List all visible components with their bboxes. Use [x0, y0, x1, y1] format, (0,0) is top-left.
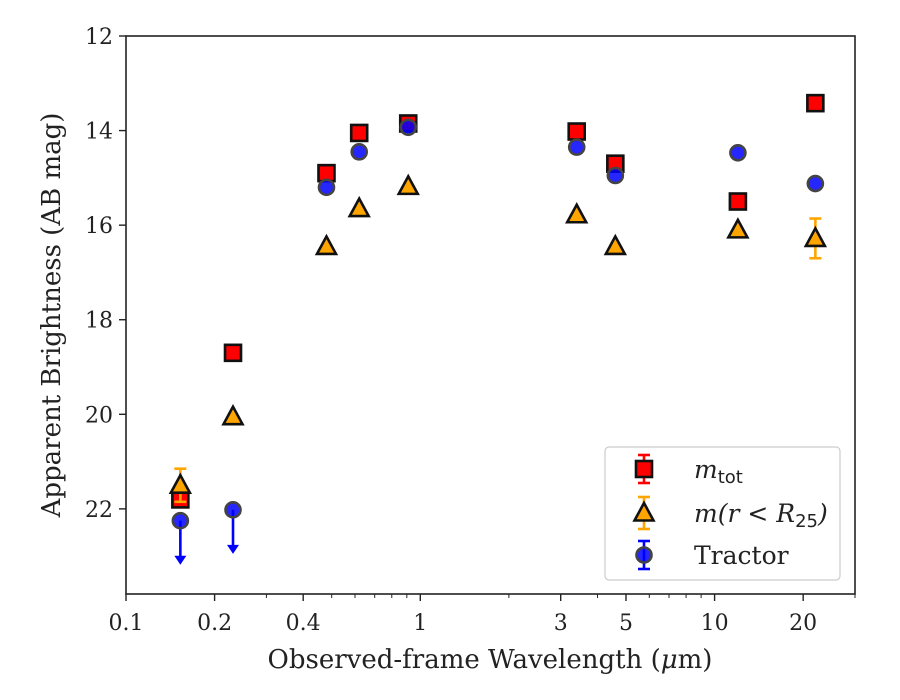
- x-axis-label-suffix: m): [678, 645, 713, 675]
- data-point: [221, 403, 245, 426]
- data-point: [399, 118, 418, 137]
- x-tick-label: 0.2: [197, 611, 232, 636]
- x-tick-label: 3: [554, 611, 568, 636]
- x-tick-label: 0.1: [109, 611, 144, 636]
- legend-label: m(r < R25): [694, 499, 828, 532]
- data-point: [350, 143, 368, 161]
- legend-label: Tractor: [694, 541, 789, 570]
- data-point: [729, 144, 747, 162]
- data-point: [726, 217, 750, 239]
- data-point: [171, 511, 190, 530]
- legend-marker: [635, 546, 653, 564]
- plot-frame: [125, 35, 856, 595]
- x-tick-label: 10: [701, 611, 729, 636]
- series-circle: [171, 118, 825, 565]
- data-point: [806, 93, 825, 113]
- legend-label-sub: tot: [718, 467, 743, 488]
- data-point: [224, 501, 242, 519]
- legend-label-pre: m(r < R: [694, 499, 795, 528]
- axis-ticks: 0.1 0.2 0.4 1 3 5 10 20 12 14 16 18 20 22: [85, 25, 856, 636]
- x-tick-label: 20: [789, 611, 817, 636]
- y-tick-label: 20: [85, 403, 113, 428]
- legend-label-post: ): [817, 499, 828, 528]
- legend-box: [604, 446, 841, 581]
- data-point: [314, 233, 339, 256]
- y-tick-label: 16: [85, 214, 113, 239]
- series-triangle: [168, 173, 828, 504]
- x-tick-label: 0.4: [286, 611, 321, 636]
- data-point: [317, 178, 336, 197]
- legend-label-main: m: [694, 455, 718, 484]
- x-axis-label: Observed-frame Wavelength (μm): [268, 645, 713, 675]
- y-tick-label: 22: [85, 498, 113, 523]
- x-tick-label: 5: [619, 611, 633, 636]
- data-point: [565, 202, 589, 224]
- data-point: [603, 233, 628, 256]
- y-tick-label: 14: [85, 120, 113, 145]
- legend: mtot m(r < R25) Tractor: [604, 446, 841, 581]
- upper-limit-arrowhead: [227, 544, 240, 554]
- data-point: [803, 225, 828, 248]
- data-marks: [168, 93, 828, 565]
- upper-limit-arrowhead: [174, 555, 187, 565]
- series-square: [171, 93, 825, 509]
- y-axis-label: Apparent Brightness (AB mag): [37, 113, 67, 519]
- data-point: [168, 472, 193, 495]
- legend-label-sub: 25: [795, 511, 818, 532]
- data-point: [728, 192, 748, 211]
- legend-label-text: Tractor: [694, 541, 789, 570]
- x-axis-label-prefix: Observed-frame Wavelength (: [268, 645, 661, 675]
- legend-label: mtot: [694, 455, 743, 488]
- x-tick-label: 1: [413, 611, 427, 636]
- data-point: [567, 122, 587, 141]
- y-tick-label: 12: [85, 25, 113, 50]
- x-axis-label-mu: μ: [661, 645, 678, 675]
- legend-marker: [632, 500, 656, 522]
- data-point: [347, 195, 371, 218]
- data-point: [396, 173, 420, 196]
- data-point: [223, 343, 243, 363]
- data-point: [349, 123, 369, 143]
- data-point: [606, 166, 625, 185]
- y-tick-label: 18: [85, 309, 113, 334]
- data-point: [567, 138, 586, 156]
- legend-marker: [634, 459, 654, 479]
- data-point: [806, 174, 825, 193]
